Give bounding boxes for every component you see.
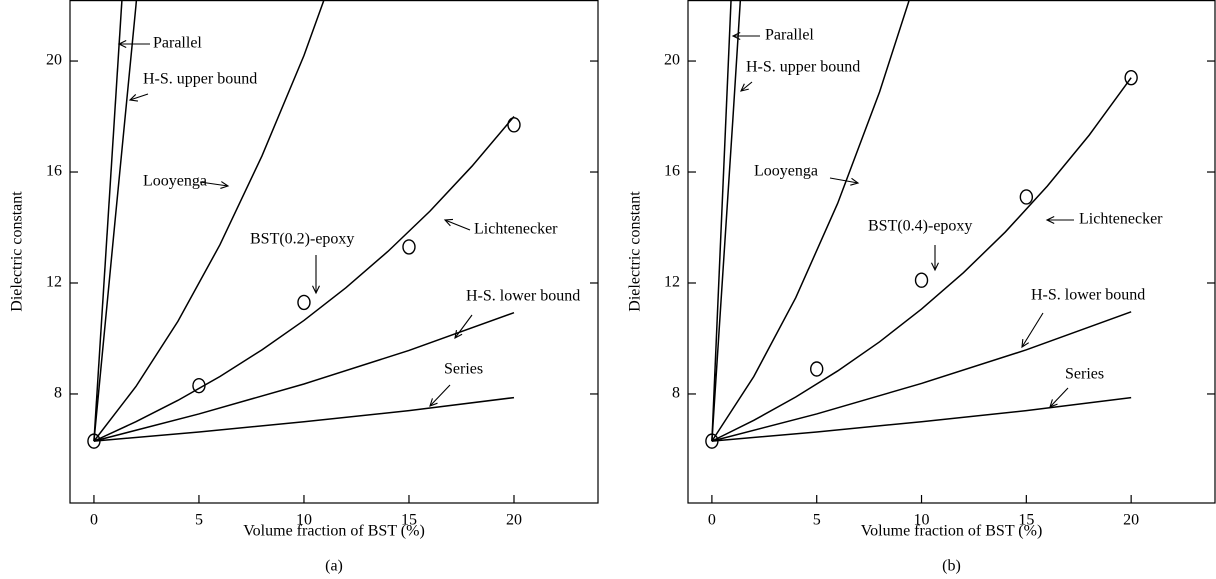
x-tick-label: 20 bbox=[506, 512, 522, 529]
curve bbox=[93, 0, 123, 442]
curve bbox=[711, 311, 1132, 442]
caption: (a) bbox=[325, 558, 343, 575]
x-tick-label: 0 bbox=[90, 512, 98, 529]
x-tick-label: 15 bbox=[401, 512, 417, 529]
data-point bbox=[1019, 189, 1034, 205]
curve-label: Series bbox=[1065, 366, 1104, 383]
y-axis-label: Dielectric constant bbox=[627, 191, 644, 312]
y-tick-label: 8 bbox=[672, 385, 680, 402]
annotation-arrow bbox=[129, 93, 149, 101]
curve bbox=[93, 116, 515, 442]
x-tick-label: 0 bbox=[708, 512, 716, 529]
y-tick-label: 12 bbox=[664, 274, 680, 291]
y-tick-label: 16 bbox=[46, 163, 62, 180]
y-tick-label: 16 bbox=[664, 163, 680, 180]
panel: 0 5 10 15 20 8 12 16 20 Volume fraction of BST (%… bbox=[627, 0, 1216, 575]
curve bbox=[93, 0, 138, 442]
annotation-arrowhead bbox=[429, 398, 438, 407]
plot-frame bbox=[69, 0, 599, 504]
curve-label: Looyenga bbox=[143, 173, 207, 190]
x-axis-label: Volume fraction of BST (%) bbox=[243, 523, 425, 540]
panel: 0 5 10 15 20 8 12 16 20 Volume fraction of BST (%… bbox=[9, 0, 599, 575]
curve-label: H-S. upper bound bbox=[746, 59, 860, 76]
annotation-arrow bbox=[1049, 387, 1069, 408]
data-point bbox=[914, 272, 929, 288]
curve bbox=[711, 77, 1132, 442]
x-tick-label: 20 bbox=[1123, 512, 1139, 529]
annotation-arrowhead bbox=[850, 177, 860, 186]
data-point bbox=[810, 361, 824, 377]
annotation-arrow bbox=[740, 81, 753, 92]
curve bbox=[711, 0, 732, 442]
curve-label: H-S. lower bound bbox=[466, 288, 580, 305]
x-tick-label: 10 bbox=[914, 512, 930, 529]
curve-label: Lichtenecker bbox=[1079, 211, 1163, 228]
curve bbox=[93, 0, 325, 442]
annotation-arrowhead bbox=[1045, 216, 1055, 224]
data-point bbox=[1124, 69, 1138, 86]
annotation-arrowhead bbox=[128, 94, 139, 102]
annotation-arrow bbox=[444, 219, 471, 231]
annotation-arrow bbox=[829, 177, 859, 184]
curve-label: Series bbox=[444, 361, 483, 378]
annotation-arrow bbox=[429, 384, 451, 407]
curve bbox=[93, 311, 515, 442]
data-point bbox=[402, 239, 416, 255]
annotation-arrowhead bbox=[443, 218, 454, 227]
annotation-arrowhead bbox=[931, 262, 939, 272]
curve-label: Parallel bbox=[153, 35, 202, 52]
annotation-arrowhead bbox=[454, 330, 463, 340]
x-tick-label: 15 bbox=[1018, 512, 1034, 529]
curve bbox=[711, 0, 742, 442]
annotation-arrow bbox=[199, 181, 229, 187]
x-tick-label: 10 bbox=[296, 512, 312, 529]
y-tick-label: 8 bbox=[54, 385, 62, 402]
plot-frame bbox=[687, 0, 1216, 504]
x-axis-label: Volume fraction of BST (%) bbox=[861, 523, 1043, 540]
annotation-arrowhead bbox=[1021, 338, 1030, 349]
annotation-arrowhead bbox=[740, 83, 749, 92]
annotation-arrowhead bbox=[731, 32, 741, 40]
curve-label: H-S. upper bound bbox=[143, 71, 257, 88]
y-tick-label: 20 bbox=[664, 52, 680, 69]
data-point bbox=[192, 377, 206, 394]
x-tick-label: 5 bbox=[813, 512, 821, 529]
plot-area bbox=[705, 0, 1138, 449]
data-point bbox=[705, 433, 719, 449]
data-point bbox=[297, 294, 311, 311]
annotation-arrowhead bbox=[220, 181, 230, 189]
plot-area bbox=[87, 0, 521, 449]
data-point bbox=[87, 433, 101, 449]
annotation-arrowhead bbox=[1049, 399, 1058, 408]
curve bbox=[711, 396, 1132, 442]
curve bbox=[93, 396, 515, 442]
curve bbox=[711, 0, 911, 442]
curve-label: Parallel bbox=[765, 27, 814, 44]
x-tick-label: 5 bbox=[195, 512, 203, 529]
curve-label: BST(0.4)-epoxy bbox=[868, 218, 972, 235]
curve-label: BST(0.2)-epoxy bbox=[250, 231, 354, 248]
annotation-arrow bbox=[1021, 312, 1044, 348]
annotation-arrowhead bbox=[117, 40, 127, 48]
annotation-arrowhead bbox=[312, 285, 320, 295]
data-point bbox=[507, 117, 521, 133]
y-axis-label: Dielectric constant bbox=[9, 191, 26, 312]
caption: (b) bbox=[942, 558, 961, 575]
annotation-arrow bbox=[454, 314, 473, 339]
curve-label: H-S. lower bound bbox=[1031, 287, 1145, 304]
curve-label: Lichtenecker bbox=[474, 221, 558, 238]
y-tick-label: 20 bbox=[46, 52, 62, 69]
curve-label: Looyenga bbox=[754, 163, 818, 180]
y-tick-label: 12 bbox=[46, 274, 62, 291]
